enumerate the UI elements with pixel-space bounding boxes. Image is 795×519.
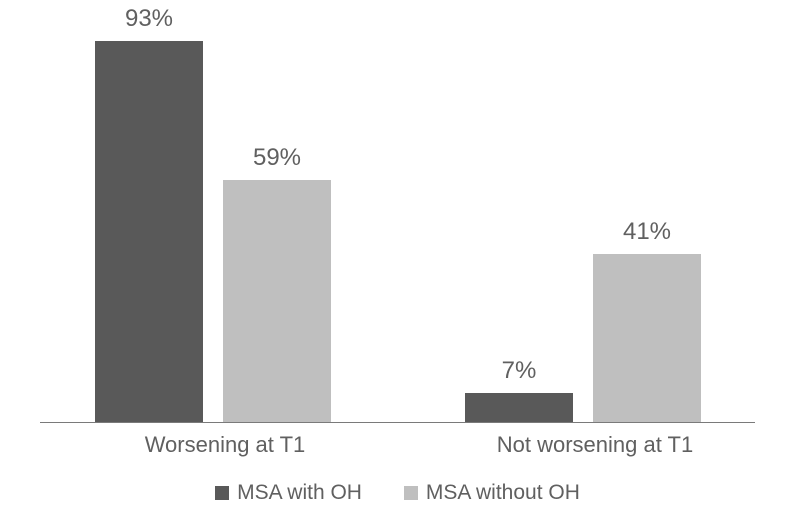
legend-label: MSA with OH	[237, 481, 362, 504]
legend-item: MSA without OH	[404, 481, 580, 505]
bar-series-2	[593, 254, 701, 422]
plot-area: 93% 59% 7% 41%	[40, 12, 755, 423]
bar-value-label: 93%	[95, 5, 203, 33]
bar-value-label: 41%	[593, 218, 701, 246]
category-label: Not worsening at T1	[445, 432, 745, 458]
bar-series-2	[223, 180, 331, 422]
legend-swatch-icon	[215, 486, 229, 500]
legend-label: MSA without OH	[426, 481, 580, 504]
bar-series-1	[465, 393, 573, 422]
bar-value-label: 7%	[465, 357, 573, 385]
bar-series-1	[95, 41, 203, 422]
bar-chart: 93% 59% 7% 41% Worsening at T1 Not worse…	[0, 0, 795, 519]
legend-swatch-icon	[404, 486, 418, 500]
legend-item: MSA with OH	[215, 481, 362, 505]
legend: MSA with OH MSA without OH	[0, 481, 795, 505]
bar-value-label: 59%	[223, 144, 331, 172]
category-label: Worsening at T1	[75, 432, 375, 458]
